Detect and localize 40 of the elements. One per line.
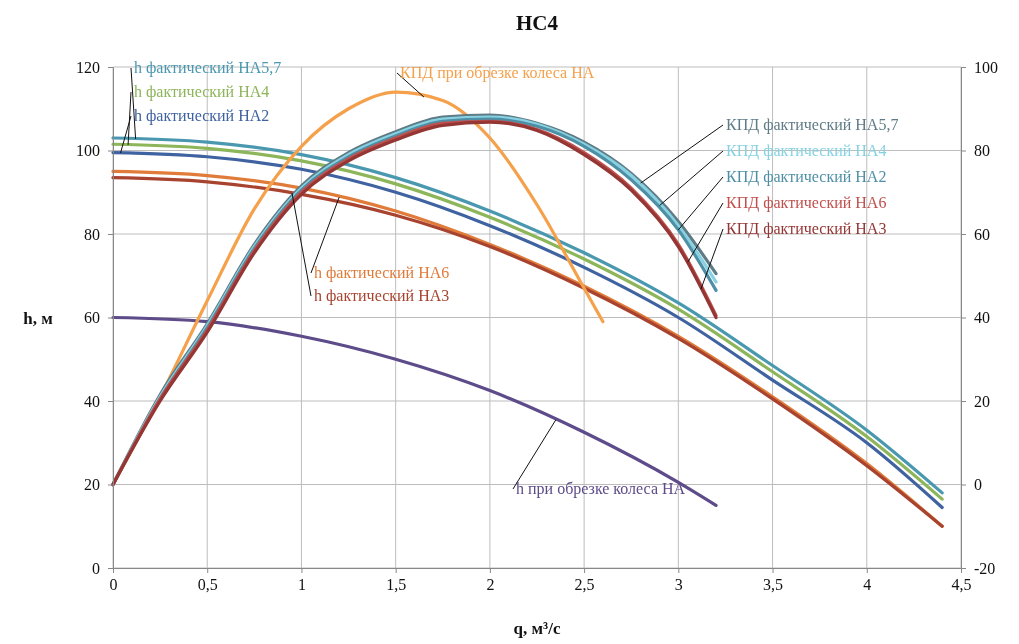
x-tick-label: 1: [297, 576, 306, 594]
text: h фактический НА4: [134, 83, 270, 101]
line-series: [111, 315, 718, 507]
x-tick-label: 0,5: [197, 576, 218, 594]
text: КПД фактический НА2: [726, 168, 887, 186]
x-tick-label: 2: [486, 576, 495, 594]
x-tick-label: 2,5: [574, 576, 595, 594]
text: h фактический НА5,7: [134, 59, 282, 77]
y2-tick-label: 100: [974, 58, 998, 76]
x-tick-label: 3: [674, 576, 683, 594]
text: h фактический НА3: [314, 287, 450, 305]
series-label: КПД при обрезке колеса НА: [400, 64, 595, 82]
series-label: h фактический НА2: [134, 107, 270, 125]
y2-tick-label: 80: [974, 142, 990, 160]
y2-tick-label: 60: [974, 225, 990, 243]
x-tick-label: 4: [863, 576, 872, 594]
text: КПД фактический НА6: [726, 194, 887, 212]
y2-tick-label: -20: [974, 559, 996, 577]
text: КПД фактический НА3: [726, 220, 887, 238]
y2-tick-label: 40: [974, 309, 990, 327]
y-axis-title: h, м: [23, 309, 54, 328]
y-tick-label: 80: [84, 225, 100, 243]
chart-title: НС4: [516, 11, 559, 35]
x-tick-label: 3,5: [763, 576, 784, 594]
y-tick-label: 20: [84, 476, 100, 494]
x-tick-label: 0: [109, 576, 118, 594]
text: КПД фактический НА5,7: [726, 116, 899, 134]
x-tick-label: 4,5: [951, 576, 972, 594]
text: КПД фактический НА4: [726, 142, 887, 160]
text: h фактический НА6: [314, 264, 450, 282]
series-label: h при обрезке колеса НА: [516, 480, 686, 498]
y-tick-label: 100: [76, 142, 100, 160]
y-tick-label: 60: [84, 309, 100, 327]
x-axis-title: q, м³/с: [513, 619, 561, 638]
y-tick-label: 120: [76, 58, 100, 76]
x-tick-label: 1,5: [386, 576, 407, 594]
y-tick-label: 40: [84, 392, 100, 410]
y2-tick-label: 0: [974, 476, 982, 494]
y2-tick-label: 20: [974, 392, 990, 410]
y-tick-label: 0: [92, 559, 100, 577]
